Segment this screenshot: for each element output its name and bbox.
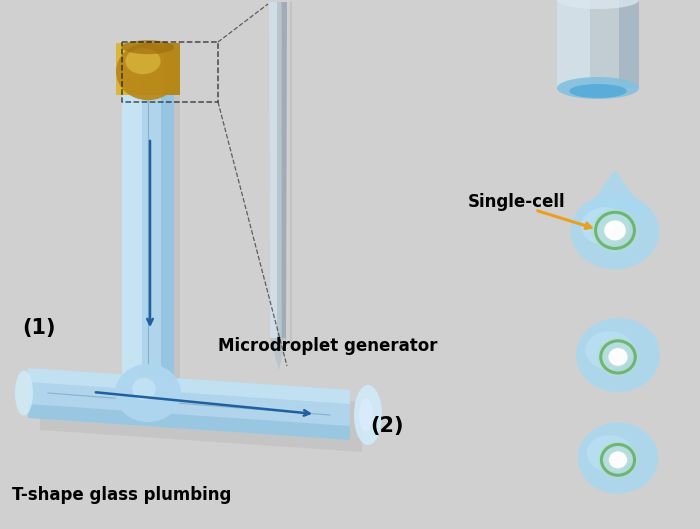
Polygon shape — [28, 404, 350, 440]
Ellipse shape — [604, 221, 626, 240]
Polygon shape — [122, 48, 142, 385]
Ellipse shape — [585, 331, 634, 369]
Text: (1): (1) — [22, 318, 55, 338]
Polygon shape — [270, 338, 286, 370]
Ellipse shape — [354, 385, 382, 445]
Ellipse shape — [608, 348, 628, 366]
Ellipse shape — [557, 77, 639, 99]
Ellipse shape — [587, 435, 633, 472]
Ellipse shape — [592, 208, 639, 252]
Ellipse shape — [612, 454, 618, 460]
Ellipse shape — [608, 224, 615, 230]
Ellipse shape — [122, 40, 174, 54]
Polygon shape — [269, 2, 277, 340]
Polygon shape — [40, 380, 362, 452]
Ellipse shape — [15, 370, 33, 415]
Ellipse shape — [125, 48, 160, 74]
Ellipse shape — [570, 194, 659, 269]
Polygon shape — [28, 368, 350, 404]
Polygon shape — [290, 2, 292, 343]
Ellipse shape — [359, 398, 373, 432]
Ellipse shape — [557, 0, 639, 9]
Polygon shape — [161, 48, 174, 385]
Ellipse shape — [581, 207, 629, 245]
Ellipse shape — [611, 351, 618, 357]
Ellipse shape — [116, 43, 180, 100]
Polygon shape — [128, 56, 180, 393]
Text: (2): (2) — [370, 416, 403, 436]
Ellipse shape — [598, 441, 638, 479]
Polygon shape — [557, 0, 639, 88]
Polygon shape — [269, 2, 287, 340]
Polygon shape — [281, 2, 287, 340]
Ellipse shape — [115, 364, 181, 422]
Ellipse shape — [569, 84, 626, 98]
Text: T-shape glass plumbing: T-shape glass plumbing — [12, 486, 232, 504]
Ellipse shape — [578, 422, 658, 494]
Polygon shape — [589, 171, 641, 208]
Polygon shape — [164, 43, 180, 95]
Ellipse shape — [132, 378, 155, 400]
Polygon shape — [116, 43, 180, 95]
Ellipse shape — [597, 338, 639, 377]
Polygon shape — [28, 368, 350, 440]
Ellipse shape — [576, 318, 660, 392]
Ellipse shape — [585, 197, 645, 229]
Polygon shape — [557, 0, 590, 88]
Polygon shape — [122, 48, 174, 385]
Polygon shape — [619, 0, 639, 88]
Text: Single-cell: Single-cell — [468, 193, 566, 211]
Polygon shape — [116, 43, 141, 95]
Ellipse shape — [609, 451, 627, 468]
Text: Microdroplet generator: Microdroplet generator — [218, 337, 438, 355]
